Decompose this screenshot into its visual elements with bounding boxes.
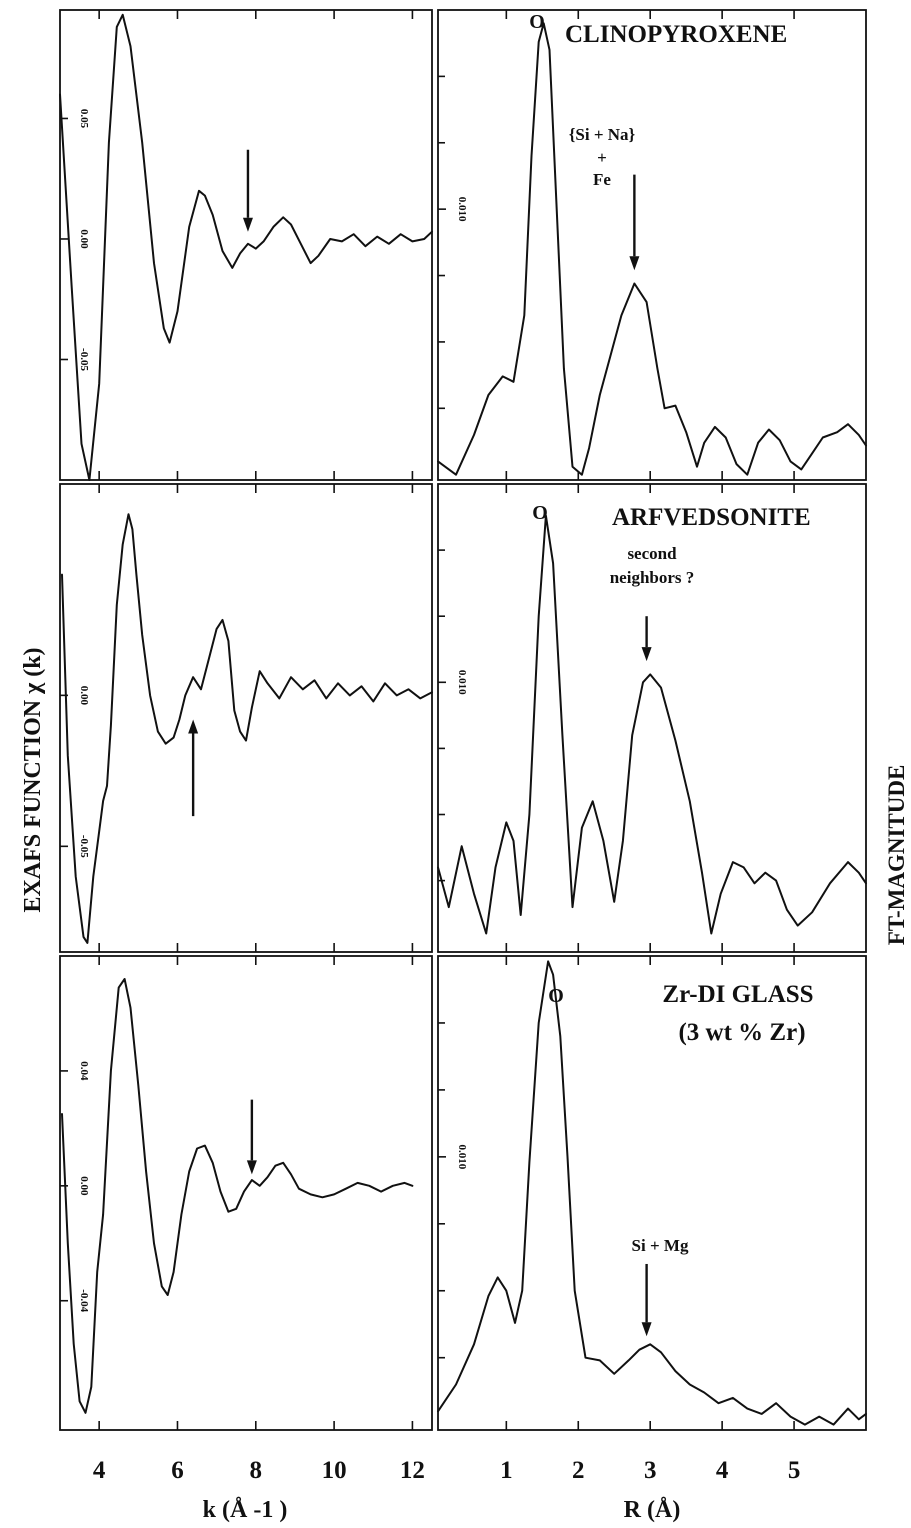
x-tick-label: 8 [250, 1457, 263, 1484]
y-tick-label: 0.010 [456, 670, 468, 695]
panel-ft-clinopyroxene: 0.010 CLINOPYROXENE O {Si + Na} + Fe [437, 9, 867, 481]
arrow-head [641, 647, 652, 662]
panel-frame [437, 483, 867, 953]
data-curve [437, 514, 867, 935]
right-ylabel: FT-MAGNITUDE [884, 765, 909, 946]
y-tick-label: 0.00 [78, 229, 90, 249]
panel-exafs-clinopyroxene: 0.05 0.00 -0.05 [59, 9, 433, 481]
peak-annotation: neighbors ? [610, 568, 695, 587]
peak-annotation: {Si + Na} [569, 125, 636, 144]
left-ylabel: EXAFS FUNCTION χ (k) [20, 647, 46, 912]
y-tick-label: 0.00 [78, 1176, 90, 1196]
x-tick-label: 3 [644, 1457, 657, 1484]
data-curve [59, 13, 433, 481]
arrow-head [246, 1160, 257, 1175]
data-curve [437, 960, 867, 1426]
panel-title: CLINOPYROXENE [565, 21, 787, 48]
panel-frame [437, 955, 867, 1431]
peak-label-o: O [532, 502, 548, 524]
x-tick-label: 6 [171, 1457, 184, 1484]
y-tick-label: 0.00 [78, 686, 90, 706]
x-tick-label: 2 [572, 1457, 585, 1484]
y-tick-label: -0.04 [78, 1289, 90, 1312]
panel-title: ARFVEDSONITE [612, 504, 811, 531]
x-tick-label: 10 [322, 1457, 347, 1484]
left-xlabel: k (Å -1 ) [203, 1497, 288, 1523]
arrow-head [641, 1322, 652, 1337]
panel-exafs-zr-di-glass: 0.04 0.00 -0.04 4 6 8 10 12 [59, 955, 433, 1484]
data-curve [437, 22, 867, 476]
y-tick-label: -0.05 [78, 835, 90, 858]
peak-label-o: O [548, 985, 564, 1007]
data-curve [61, 513, 433, 944]
panel-frame [59, 483, 433, 953]
x-tick-label: 4 [716, 1457, 729, 1484]
x-tick-label: 12 [400, 1457, 425, 1484]
y-tick-label: 0.04 [78, 1061, 90, 1081]
x-tick-label: 5 [788, 1457, 801, 1484]
x-tick-label: 4 [93, 1457, 106, 1484]
peak-annotation: Fe [593, 170, 611, 189]
panel-frame [59, 955, 433, 1431]
y-tick-label: 0.010 [456, 197, 468, 222]
right-xlabel: R (Å) [624, 1497, 681, 1523]
panel-frame [437, 9, 867, 481]
panel-title: Zr-DI GLASS [662, 981, 813, 1008]
panel-frame [59, 9, 433, 481]
peak-label-o: O [529, 11, 545, 33]
arrow-head [629, 256, 640, 271]
y-tick-label: 0.010 [456, 1144, 468, 1169]
peak-annotation: + [597, 148, 607, 167]
panel-ft-zr-di-glass: 0.010 Zr-DI GLASS (3 wt % Zr) O Si + Mg 1 2 3 4 5 [437, 955, 867, 1484]
panel-exafs-arfvedsonite: 0.00 -0.05 [59, 483, 433, 953]
arrow-head [242, 217, 253, 232]
data-curve [61, 978, 414, 1414]
y-tick-label: -0.05 [78, 348, 90, 371]
y-tick-label: 0.05 [78, 109, 90, 129]
peak-annotation: second [627, 544, 677, 563]
peak-annotation: Si + Mg [632, 1236, 689, 1255]
panel-subtitle: (3 wt % Zr) [678, 1019, 805, 1046]
x-tick-label: 1 [500, 1457, 513, 1484]
arrow-head [188, 719, 199, 734]
